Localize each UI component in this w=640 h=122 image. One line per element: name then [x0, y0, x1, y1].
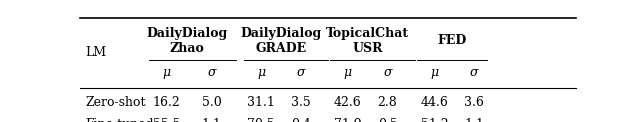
Text: TopicalChat
USR: TopicalChat USR: [326, 27, 409, 55]
Text: Zero-shot: Zero-shot: [85, 97, 145, 109]
Text: σ: σ: [383, 66, 392, 79]
Text: 3.5: 3.5: [291, 97, 310, 109]
Text: μ: μ: [163, 66, 171, 79]
Text: 5.0: 5.0: [202, 97, 221, 109]
Text: μ: μ: [431, 66, 438, 79]
Text: 51.2: 51.2: [421, 118, 449, 122]
Text: DailyDialog
Zhao: DailyDialog Zhao: [146, 27, 227, 55]
Text: 0.5: 0.5: [378, 118, 397, 122]
Text: 2.8: 2.8: [378, 97, 397, 109]
Text: 0.4: 0.4: [291, 118, 310, 122]
Text: LM: LM: [85, 46, 106, 59]
Text: 55.5: 55.5: [153, 118, 180, 122]
Text: 31.1: 31.1: [247, 97, 275, 109]
Text: σ: σ: [470, 66, 479, 79]
Text: 71.9: 71.9: [334, 118, 362, 122]
Text: FED: FED: [437, 34, 467, 47]
Text: μ: μ: [344, 66, 352, 79]
Text: 3.6: 3.6: [465, 97, 484, 109]
Text: 70.5: 70.5: [247, 118, 275, 122]
Text: 42.6: 42.6: [334, 97, 362, 109]
Text: μ: μ: [257, 66, 265, 79]
Text: σ: σ: [207, 66, 216, 79]
Text: Fine-tuned: Fine-tuned: [85, 118, 154, 122]
Text: σ: σ: [296, 66, 305, 79]
Text: 44.6: 44.6: [420, 97, 449, 109]
Text: 16.2: 16.2: [153, 97, 180, 109]
Text: 1.1: 1.1: [465, 118, 484, 122]
Text: 1.1: 1.1: [202, 118, 221, 122]
Text: DailyDialog
GRADE: DailyDialog GRADE: [240, 27, 321, 55]
